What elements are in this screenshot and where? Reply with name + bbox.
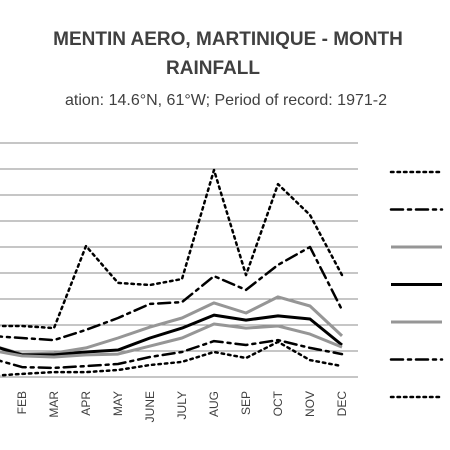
x-tick-label: AUG bbox=[207, 391, 221, 417]
x-tick-label: FEB bbox=[15, 391, 29, 414]
x-tick-label: NOV bbox=[303, 391, 317, 417]
series-line bbox=[0, 338, 344, 370]
series-line bbox=[0, 340, 344, 377]
series-line bbox=[0, 295, 344, 356]
chart-title: MENTIN AERO, MARTINIQUE - MONTH bbox=[53, 29, 403, 50]
series-line bbox=[0, 322, 343, 359]
x-tick-label: APR bbox=[79, 391, 93, 416]
x-tick-label: SEP bbox=[239, 391, 253, 415]
chart-title: RAINFALL bbox=[166, 58, 260, 79]
x-tick-label: JULY bbox=[175, 391, 189, 419]
x-tick-label: OCT bbox=[271, 390, 285, 416]
series-line bbox=[0, 313, 343, 357]
x-tick-label: JUNE bbox=[143, 391, 157, 422]
x-tick-label: MAY bbox=[111, 391, 125, 416]
x-tick-label: MAR bbox=[47, 391, 61, 418]
x-tick-label: DEC bbox=[335, 391, 349, 417]
series-line bbox=[0, 245, 344, 342]
chart-subtitle: ation: 14.6°N, 61°W; Period of record: 1… bbox=[65, 92, 387, 109]
series-line bbox=[0, 168, 344, 330]
